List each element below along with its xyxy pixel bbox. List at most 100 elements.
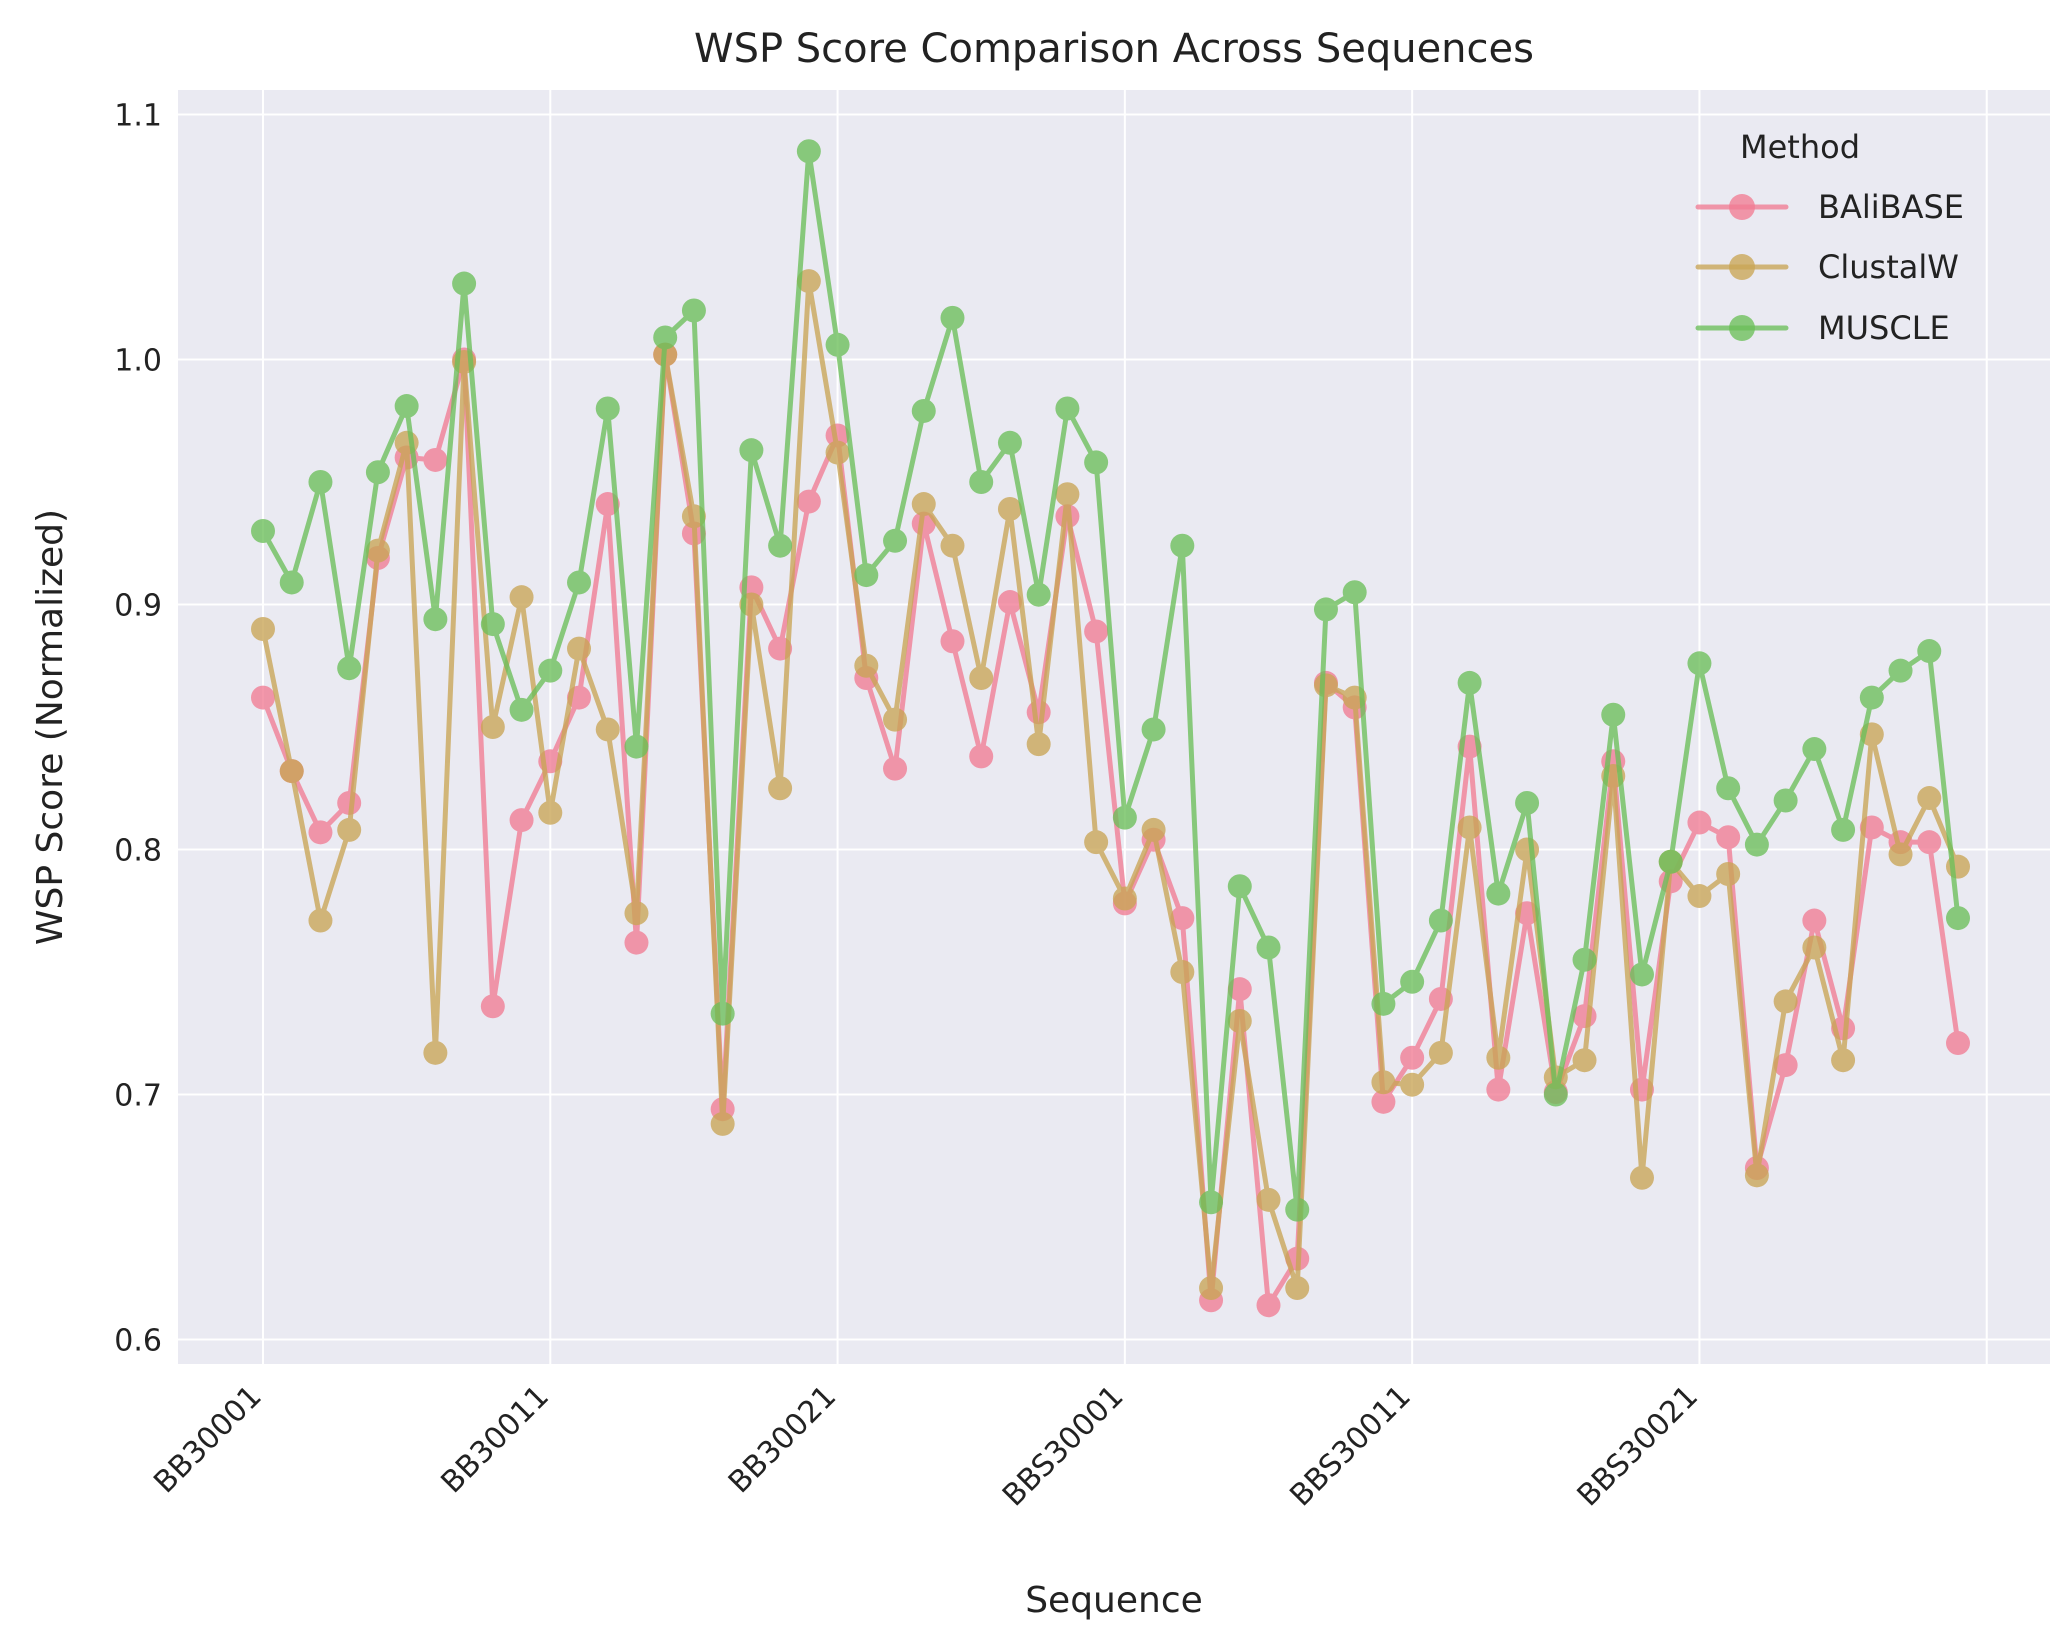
x-axis-label: Sequence — [1025, 1580, 1203, 1621]
y-tick-label: 0.9 — [114, 589, 162, 624]
data-point-muscle — [1084, 450, 1109, 475]
data-point-muscle — [251, 519, 275, 543]
data-point-clustalw — [1687, 884, 1712, 909]
data-point-clustalw — [1888, 842, 1913, 867]
data-point-clustalw — [337, 817, 362, 842]
x-tick-label: BB30011 — [435, 1379, 556, 1500]
data-point-muscle — [1946, 906, 1970, 931]
data-point-muscle — [1141, 717, 1166, 742]
data-point-clustalw — [1055, 482, 1080, 507]
data-point-clustalw — [1716, 862, 1741, 886]
data-point-muscle — [854, 563, 879, 588]
data-point-balibase — [1716, 825, 1741, 850]
x-tick-label: BB30021 — [722, 1379, 843, 1500]
y-tick-label: 1.0 — [114, 344, 162, 379]
data-point-clustalw — [1515, 837, 1540, 862]
data-point-clustalw — [710, 1111, 735, 1136]
data-point-balibase — [1917, 830, 1942, 855]
data-point-clustalw — [1744, 1163, 1769, 1188]
data-point-balibase — [883, 756, 908, 781]
data-point-clustalw — [940, 533, 965, 558]
data-point-muscle — [969, 470, 994, 494]
y-axis-label: WSP Score (Normalized) — [30, 509, 71, 945]
data-point-muscle — [394, 394, 419, 419]
data-point-clustalw — [1141, 817, 1166, 842]
data-point-clustalw — [308, 908, 333, 933]
data-point-muscle — [595, 396, 620, 421]
data-point-balibase — [1084, 619, 1109, 644]
data-point-clustalw — [1572, 1048, 1597, 1073]
data-point-balibase — [1946, 1031, 1970, 1056]
data-point-clustalw — [1400, 1072, 1425, 1097]
data-point-clustalw — [1256, 1187, 1281, 1212]
data-point-muscle — [681, 298, 706, 323]
data-point-muscle — [1687, 651, 1712, 676]
data-point-muscle — [1515, 790, 1540, 815]
data-point-muscle — [1199, 1190, 1224, 1215]
data-point-balibase — [251, 685, 275, 710]
data-point-clustalw — [1802, 935, 1827, 960]
x-axis-ticks: BB30001 BB30011 BB30021 BBS30001 BBS30011 BBS… — [147, 1379, 1705, 1513]
data-point-muscle — [1342, 580, 1367, 605]
data-point-muscle — [1744, 832, 1769, 857]
data-point-muscle — [768, 533, 793, 558]
x-tick-label: BBS30021 — [1571, 1379, 1705, 1513]
data-point-muscle — [997, 430, 1022, 455]
data-point-muscle — [911, 398, 936, 423]
y-tick-label: 0.8 — [114, 834, 162, 869]
data-point-clustalw — [1831, 1048, 1856, 1073]
data-point-clustalw — [1917, 786, 1942, 811]
data-point-clustalw — [854, 653, 879, 678]
series-layer — [251, 139, 1970, 1318]
x-tick-label: BB30001 — [147, 1379, 268, 1500]
legend-label-balibase: BAliBASE — [1818, 188, 1964, 226]
data-point-balibase — [1773, 1053, 1798, 1078]
data-point-muscle — [1457, 670, 1482, 695]
data-point-clustalw — [1371, 1070, 1396, 1095]
legend-title: Method — [1740, 128, 1860, 166]
data-point-balibase — [1256, 1293, 1281, 1318]
data-point-clustalw — [538, 800, 563, 825]
data-point-clustalw — [1285, 1276, 1310, 1301]
data-point-clustalw — [969, 666, 994, 690]
data-point-clustalw — [365, 538, 390, 563]
data-point-clustalw — [1112, 886, 1137, 911]
legend-item-clustalw: ClustalW — [1695, 248, 1959, 286]
data-point-muscle — [1658, 849, 1683, 874]
grid — [178, 90, 2050, 1364]
data-point-muscle — [1428, 908, 1453, 933]
legend: Method BAliBASE ClustalW MUSCLE — [1695, 128, 1964, 347]
data-point-clustalw — [911, 492, 936, 517]
data-point-balibase — [1687, 810, 1712, 835]
data-point-balibase — [1227, 977, 1252, 1002]
data-point-muscle — [1773, 788, 1798, 813]
data-point-muscle — [1170, 533, 1195, 558]
data-point-muscle — [653, 325, 678, 350]
data-point-clustalw — [1313, 673, 1338, 698]
data-point-clustalw — [509, 585, 534, 610]
data-point-clustalw — [1199, 1276, 1224, 1301]
y-axis-ticks: 0.6 0.7 0.8 0.9 1.0 1.1 — [114, 99, 162, 1359]
data-point-muscle — [1371, 991, 1396, 1016]
legend-marker-clustalw — [1729, 254, 1755, 280]
data-point-muscle — [1917, 639, 1942, 664]
data-point-clustalw — [1026, 732, 1051, 757]
data-point-balibase — [624, 930, 649, 955]
data-point-muscle — [1572, 947, 1597, 972]
data-point-balibase — [480, 994, 505, 1019]
data-point-muscle — [1629, 962, 1654, 987]
data-point-balibase — [997, 590, 1022, 615]
data-point-clustalw — [567, 636, 592, 661]
data-point-balibase — [940, 629, 965, 654]
legend-label-muscle: MUSCLE — [1818, 309, 1950, 347]
data-point-muscle — [567, 570, 592, 595]
data-point-balibase — [1026, 700, 1051, 725]
data-point-clustalw — [251, 617, 275, 641]
data-point-muscle — [1313, 597, 1338, 622]
data-point-muscle — [337, 656, 362, 681]
data-point-clustalw — [1170, 960, 1195, 984]
data-point-balibase — [1170, 906, 1195, 931]
data-point-clustalw — [279, 759, 304, 784]
data-point-clustalw — [796, 269, 821, 294]
